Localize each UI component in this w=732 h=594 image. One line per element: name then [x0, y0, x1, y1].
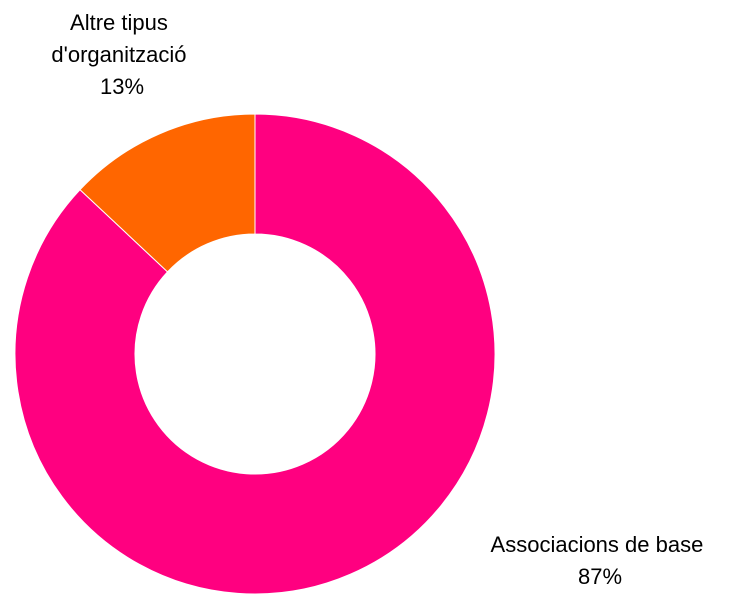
data-label-associacions-name: Associacions de base — [491, 532, 704, 557]
data-label-associacions-value: 87% — [578, 564, 622, 589]
data-label-altre-tipus-line2: d'organització — [51, 42, 186, 67]
slice-associacions-de-base — [14, 113, 496, 594]
data-label-associacions: Associacions de base 87% — [491, 532, 710, 589]
donut-slices — [14, 113, 496, 594]
slice-altre-tipus-d-organitzaci — [79, 113, 256, 273]
data-label-altre-tipus-line1: Altre tipus — [70, 10, 168, 35]
data-label-altre-tipus-value: 13% — [100, 74, 144, 99]
data-label-altre-tipus: Altre tipus d'organització 13% — [51, 10, 192, 99]
